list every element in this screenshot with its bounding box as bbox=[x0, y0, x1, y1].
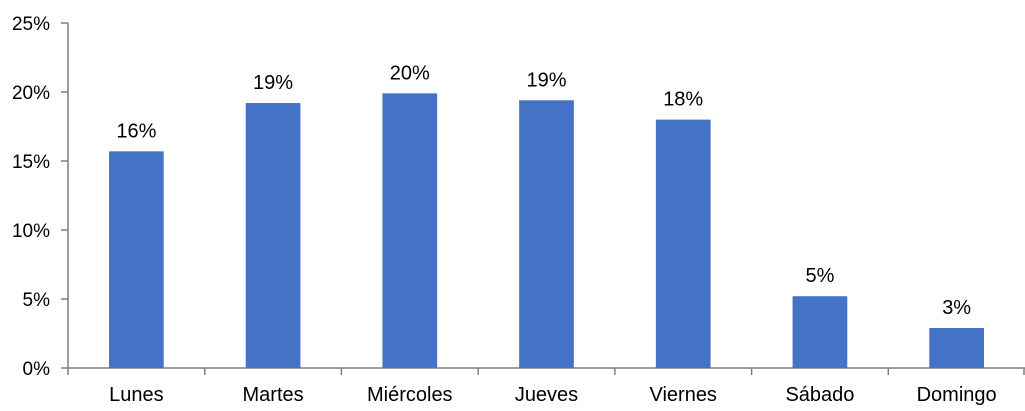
data-label: 16% bbox=[116, 120, 156, 142]
data-label: 19% bbox=[526, 69, 566, 91]
y-tick-label: 25% bbox=[12, 14, 50, 35]
data-label: 3% bbox=[942, 297, 971, 319]
x-category-label: Martes bbox=[243, 384, 304, 406]
data-label: 19% bbox=[253, 72, 293, 94]
x-category-label: Miércoles bbox=[367, 384, 453, 406]
bar-viernes bbox=[655, 119, 711, 368]
bar-domingo bbox=[929, 327, 984, 368]
bars bbox=[109, 93, 984, 368]
y-tick-label: 10% bbox=[12, 221, 50, 242]
y-tick-label: 0% bbox=[23, 359, 51, 380]
x-category-label: Viernes bbox=[649, 384, 716, 406]
bar-lunes bbox=[109, 151, 164, 368]
y-tick-label: 5% bbox=[23, 290, 51, 311]
y-tick-label: 15% bbox=[12, 152, 50, 173]
data-label: 20% bbox=[390, 62, 430, 84]
bar-jueves bbox=[519, 100, 574, 368]
data-label: 18% bbox=[663, 89, 703, 111]
x-category-label: Domingo bbox=[917, 384, 997, 406]
x-axis: Lunes Martes Miércoles Jueves Viernes Sábado D… bbox=[67, 367, 1025, 406]
y-axis: 0% 5% 10% 15% 20% 25% bbox=[12, 14, 69, 380]
data-label: 5% bbox=[805, 265, 834, 287]
bar-sábado bbox=[792, 296, 848, 368]
y-tick-label: 20% bbox=[12, 83, 50, 104]
x-category-label: Lunes bbox=[109, 384, 164, 406]
data-labels: 16% 19% 20% 19% 18% 5% 3% bbox=[116, 62, 971, 319]
x-category-label: Jueves bbox=[515, 384, 578, 406]
bar-martes bbox=[245, 103, 301, 368]
x-category-label: Sábado bbox=[785, 384, 854, 406]
bar-miércoles bbox=[382, 93, 438, 368]
